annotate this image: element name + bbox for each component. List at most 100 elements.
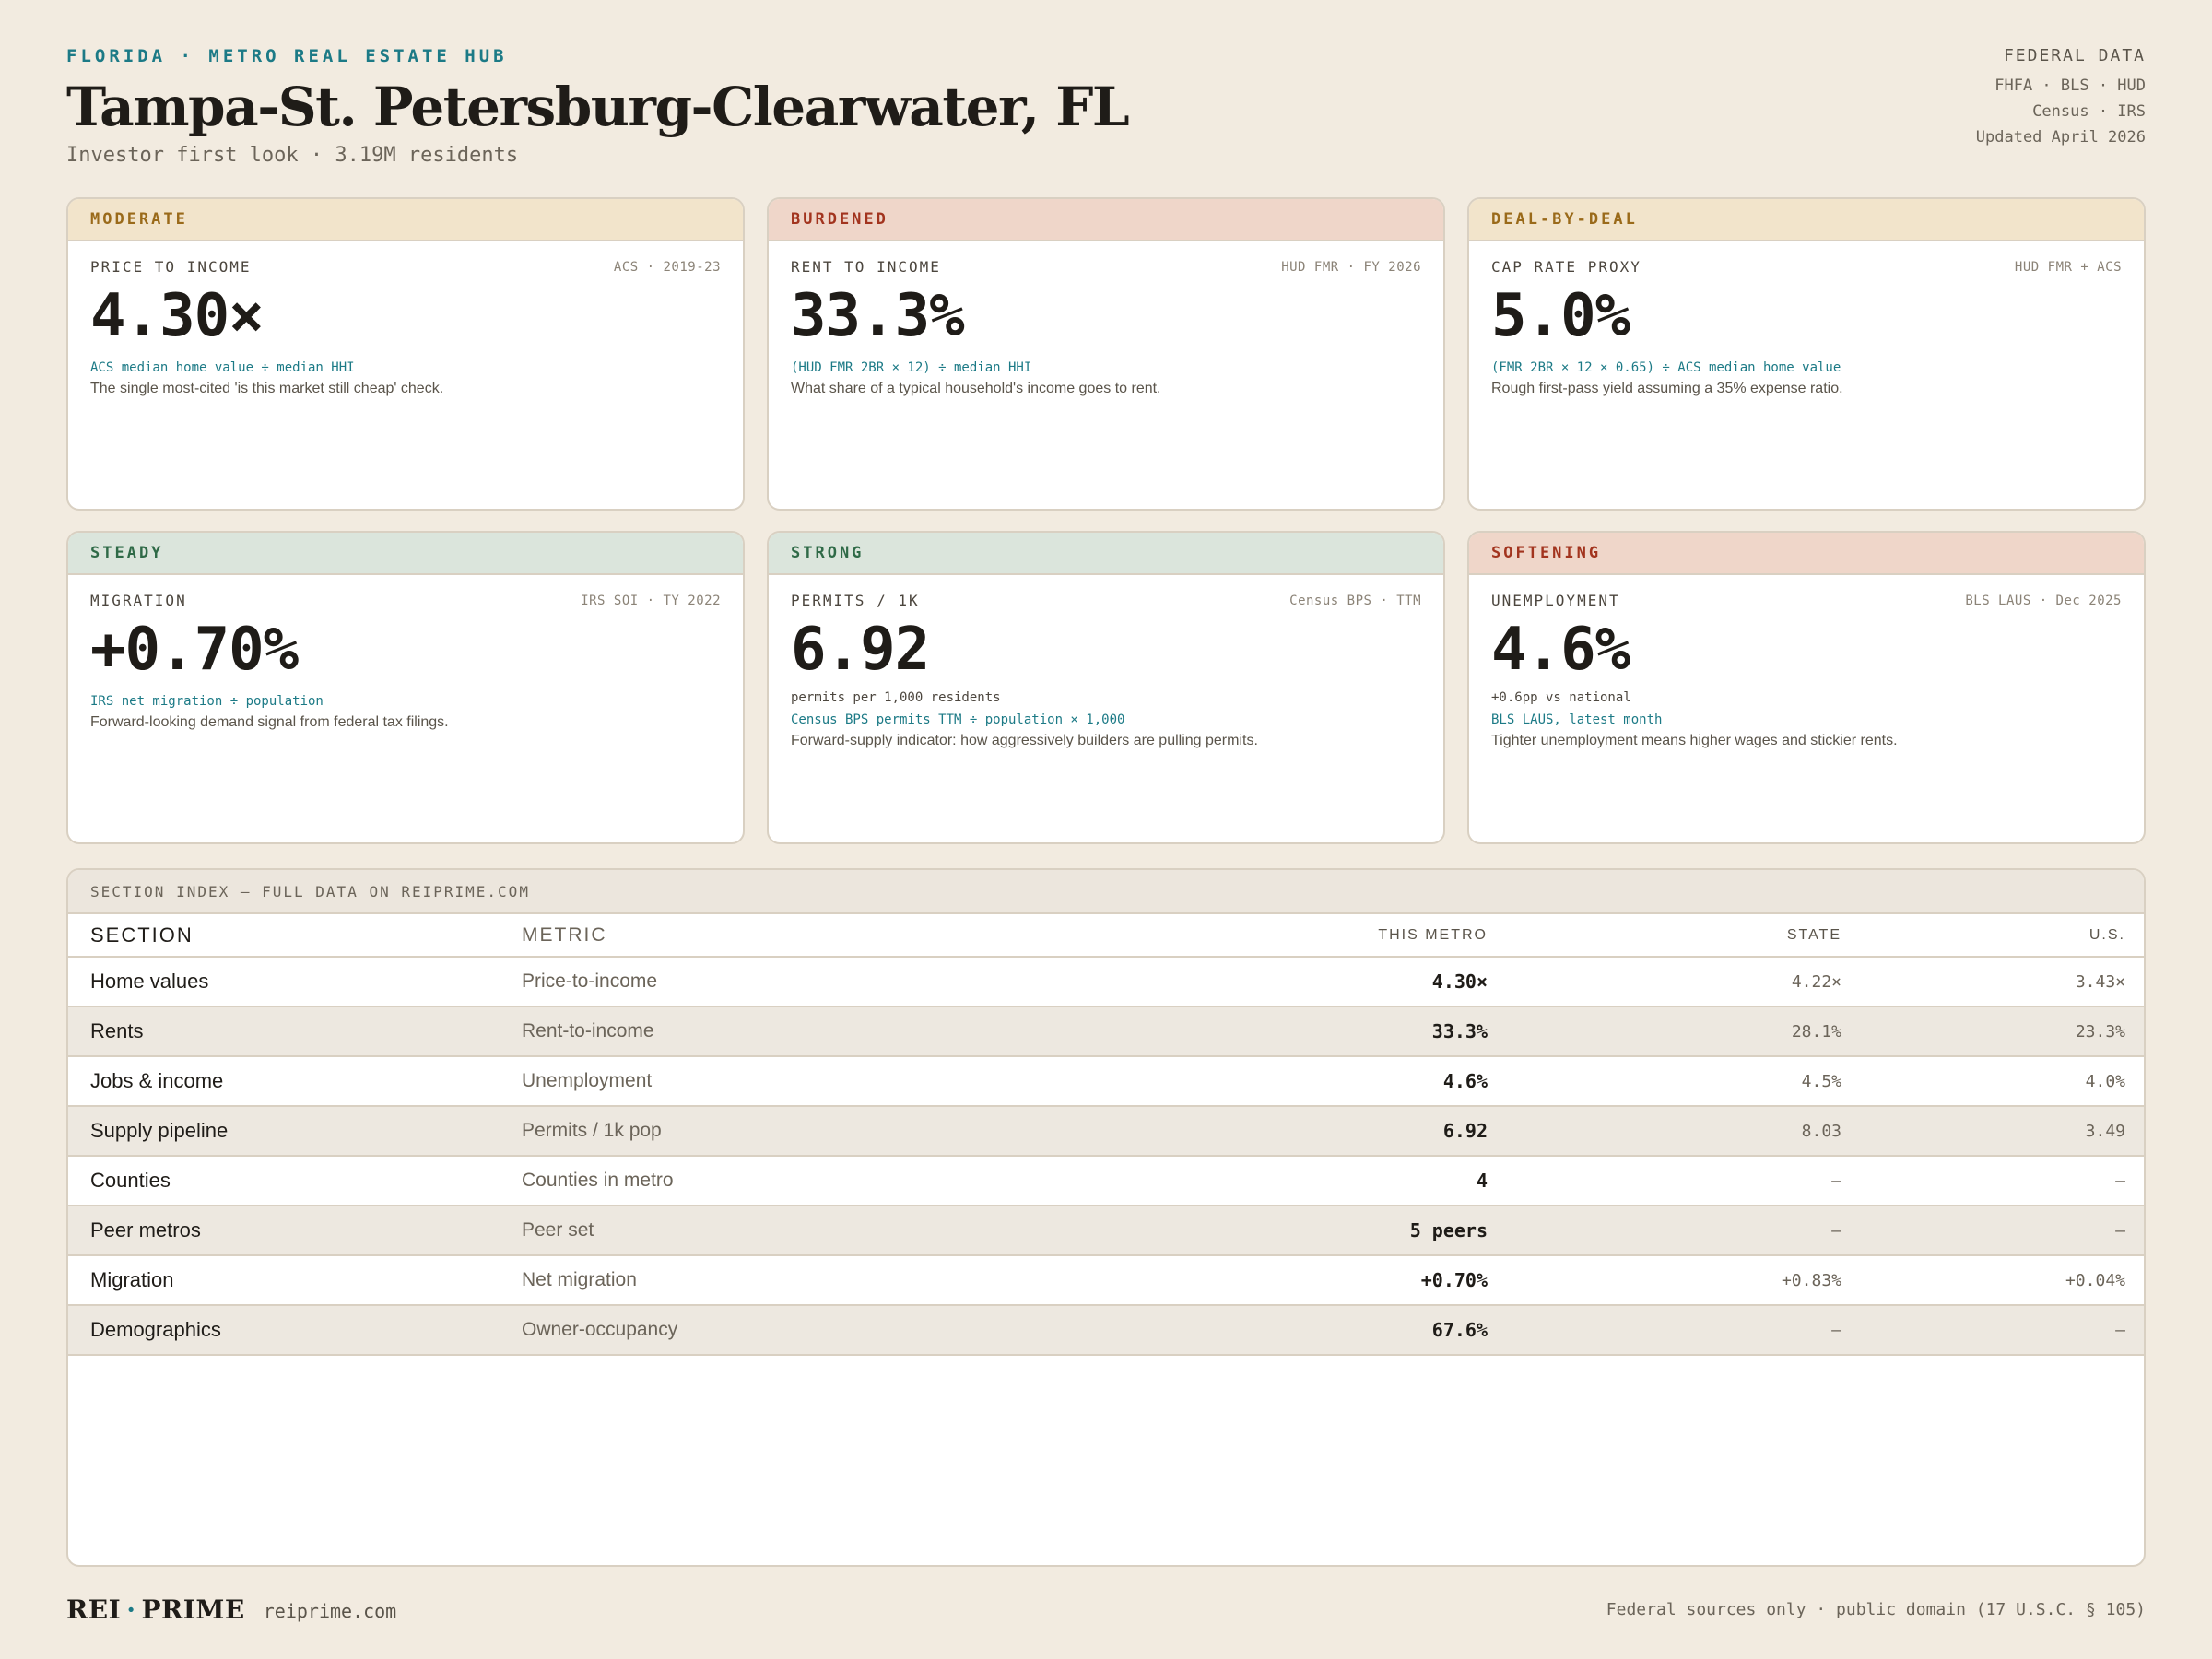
page-footer: REI · PRIME reiprime.com Federal sources o… xyxy=(66,1591,2146,1628)
row-state-value: 8.03 xyxy=(1488,1106,1841,1157)
card-metric-value: 33.3% xyxy=(791,282,965,350)
section-index-panel: SECTION INDEX — FULL DATA ON REIPRIME.CO… xyxy=(66,868,2146,1567)
column-header-us: U.S. xyxy=(1841,914,2144,958)
sources-block: FEDERAL DATA FHFA · BLS · HUD Census · I… xyxy=(1976,46,2146,150)
row-section: Jobs & income xyxy=(68,1056,522,1107)
table-row[interactable]: Peer metros Peer set 5 peers – – xyxy=(68,1206,2144,1256)
sources-line: FHFA · BLS · HUD xyxy=(1994,76,2146,95)
brand-word-prime: PRIME xyxy=(141,1594,245,1625)
row-metric: Net migration xyxy=(522,1255,982,1306)
metric-card-price-to-income: MODERATE PRICE TO INCOME ACS · 2019-23 4… xyxy=(66,197,745,511)
row-state-value: – xyxy=(1488,1206,1841,1256)
page-subtitle: Investor first look · 3.19M residents xyxy=(66,144,519,167)
card-source: HUD FMR + ACS xyxy=(2014,259,2122,275)
table-row[interactable]: Jobs & income Unemployment 4.6% 4.5% 4.0… xyxy=(68,1056,2144,1107)
table-row[interactable]: Demographics Owner-occupancy 67.6% – – xyxy=(68,1305,2144,1356)
card-formula: BLS LAUS, latest month xyxy=(1491,712,1663,727)
row-metric: Price-to-income xyxy=(522,957,982,1007)
card-metric-label: PERMITS / 1K xyxy=(791,592,920,609)
sources-line: Census · IRS xyxy=(2032,102,2146,121)
card-source: ACS · 2019-23 xyxy=(613,259,721,275)
row-state-value: – xyxy=(1488,1156,1841,1206)
card-formula: ACS median home value ÷ median HHI xyxy=(90,360,355,375)
section-index-heading: SECTION INDEX — FULL DATA ON REIPRIME.CO… xyxy=(68,870,2144,914)
card-description: Forward-supply indicator: how aggressive… xyxy=(791,733,1258,748)
card-source: Census BPS · TTM xyxy=(1289,593,1421,608)
card-status-badge: BURDENED xyxy=(769,199,1443,241)
row-state-value: 4.5% xyxy=(1488,1056,1841,1107)
row-metric: Permits / 1k pop xyxy=(522,1106,982,1157)
table-row[interactable]: Migration Net migration +0.70% +0.83% +0… xyxy=(68,1255,2144,1306)
row-state-value: +0.83% xyxy=(1488,1255,1841,1306)
row-section: Home values xyxy=(68,957,522,1007)
row-us-value: 4.0% xyxy=(1841,1056,2144,1107)
row-metro-value: +0.70% xyxy=(982,1255,1488,1306)
row-metric: Peer set xyxy=(522,1206,982,1256)
card-status-badge: SOFTENING xyxy=(1469,533,2144,575)
row-metric: Owner-occupancy xyxy=(522,1305,982,1356)
metric-card-migration: STEADY MIGRATION IRS SOI · TY 2022 +0.70… xyxy=(66,531,745,844)
row-metro-value: 4 xyxy=(982,1156,1488,1206)
row-state-value: 4.22× xyxy=(1488,957,1841,1007)
card-formula: IRS net migration ÷ population xyxy=(90,694,324,709)
card-metric-label: MIGRATION xyxy=(90,592,187,609)
row-section: Counties xyxy=(68,1156,522,1206)
brand-dot: · xyxy=(126,1594,136,1625)
row-metric: Rent-to-income xyxy=(522,1006,982,1057)
column-header-section: SECTION xyxy=(68,914,522,958)
page-header: FLORIDA · METRO REAL ESTATE HUB Tampa-St… xyxy=(66,46,2146,175)
row-section: Supply pipeline xyxy=(68,1106,522,1157)
row-section: Demographics xyxy=(68,1305,522,1356)
row-section: Peer metros xyxy=(68,1206,522,1256)
card-description: Rough first-pass yield assuming a 35% ex… xyxy=(1491,381,1843,396)
row-us-value: +0.04% xyxy=(1841,1255,2144,1306)
updated-date: Updated April 2026 xyxy=(1975,128,2146,147)
row-us-value: – xyxy=(1841,1156,2144,1206)
row-us-value: 3.49 xyxy=(1841,1106,2144,1157)
card-metric-label: UNEMPLOYMENT xyxy=(1491,592,1620,609)
brand-word-rei: REI xyxy=(66,1594,122,1625)
column-header-this-metro: THIS METRO xyxy=(982,914,1488,958)
brand-logo[interactable]: REI · PRIME xyxy=(66,1594,245,1625)
row-us-value: – xyxy=(1841,1206,2144,1256)
card-description: The single most-cited 'is this market st… xyxy=(90,381,444,396)
card-description: Forward-looking demand signal from feder… xyxy=(90,714,449,730)
card-metric-value: 4.30× xyxy=(90,282,265,350)
card-source: HUD FMR · FY 2026 xyxy=(1281,259,1421,275)
card-description: Tighter unemployment means higher wages … xyxy=(1491,733,1898,748)
row-section: Migration xyxy=(68,1255,522,1306)
row-metro-value: 67.6% xyxy=(982,1305,1488,1356)
row-metric: Counties in metro xyxy=(522,1156,982,1206)
row-metro-value: 5 peers xyxy=(982,1206,1488,1256)
card-formula: (HUD FMR 2BR × 12) ÷ median HHI xyxy=(791,360,1032,375)
card-metric-label: RENT TO INCOME xyxy=(791,258,941,276)
page-title: Tampa-St. Petersburg-Clearwater, FL xyxy=(66,76,1130,138)
card-status-badge: STRONG xyxy=(769,533,1443,575)
table-row[interactable]: Supply pipeline Permits / 1k pop 6.92 8.… xyxy=(68,1106,2144,1157)
row-section: Rents xyxy=(68,1006,522,1057)
row-metro-value: 4.30× xyxy=(982,957,1488,1007)
metric-cards: MODERATE PRICE TO INCOME ACS · 2019-23 4… xyxy=(66,197,2146,844)
card-source: IRS SOI · TY 2022 xyxy=(581,593,721,608)
card-metric-value: 4.6% xyxy=(1491,616,1630,684)
table-row[interactable]: Rents Rent-to-income 33.3% 28.1% 23.3% xyxy=(68,1006,2144,1057)
row-metro-value: 33.3% xyxy=(982,1006,1488,1057)
card-status-badge: MODERATE xyxy=(68,199,743,241)
card-metric-subtext: permits per 1,000 residents xyxy=(791,690,1001,705)
metric-card-permits: STRONG PERMITS / 1K Census BPS · TTM 6.9… xyxy=(767,531,1445,844)
table-header-row: SECTION METRIC THIS METRO STATE U.S. xyxy=(68,914,2144,958)
legal-note: Federal sources only · public domain (17… xyxy=(1606,1599,2146,1619)
card-formula: (FMR 2BR × 12 × 0.65) ÷ ACS median home … xyxy=(1491,360,1841,375)
eyebrow: FLORIDA · METRO REAL ESTATE HUB xyxy=(66,46,508,66)
column-header-state: STATE xyxy=(1488,914,1841,958)
section-index-table: SECTION METRIC THIS METRO STATE U.S. Hom… xyxy=(68,914,2144,1356)
card-metric-value: +0.70% xyxy=(90,616,299,684)
site-link[interactable]: reiprime.com xyxy=(263,1600,397,1622)
card-metric-value: 5.0% xyxy=(1491,282,1630,350)
table-row[interactable]: Home values Price-to-income 4.30× 4.22× … xyxy=(68,957,2144,1007)
column-header-metric: METRIC xyxy=(522,914,982,958)
card-formula: Census BPS permits TTM ÷ population × 1,… xyxy=(791,712,1125,727)
table-row[interactable]: Counties Counties in metro 4 – – xyxy=(68,1156,2144,1206)
metric-card-cap-rate: DEAL-BY-DEAL CAP RATE PROXY HUD FMR + AC… xyxy=(1467,197,2146,511)
card-metric-label: PRICE TO INCOME xyxy=(90,258,252,276)
